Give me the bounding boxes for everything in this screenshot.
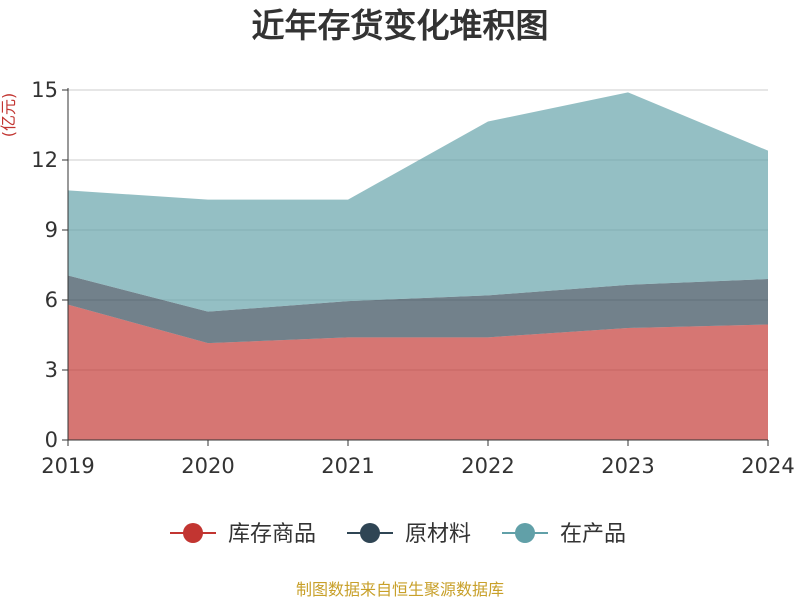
area-3 xyxy=(68,92,768,312)
x-tick-label: 2024 xyxy=(741,454,794,478)
area-1 xyxy=(68,304,768,440)
chart-title: 近年存货变化堆积图 xyxy=(252,6,549,45)
area-series xyxy=(68,92,768,440)
legend-label: 原材料 xyxy=(405,522,471,547)
x-tick-label: 2021 xyxy=(321,454,374,478)
y-tick-label: 9 xyxy=(45,218,58,242)
x-tick-label: 2019 xyxy=(41,454,94,478)
area-2 xyxy=(68,275,768,344)
legend-label: 在产品 xyxy=(560,522,626,547)
y-tick-label: 6 xyxy=(45,288,58,312)
y-tick-label: 15 xyxy=(31,78,58,102)
legend: 库存商品 原材料 在产品 xyxy=(170,522,626,547)
y-axis-unit: (亿元) xyxy=(0,93,18,138)
y-tick-label: 12 xyxy=(31,148,58,172)
legend-item-3[interactable]: 在产品 xyxy=(502,522,626,547)
legend-item-1[interactable]: 库存商品 xyxy=(170,522,316,547)
axes: 0 3 6 9 12 15 2019 2020 2021 2022 2023 2024 xyxy=(31,78,794,478)
x-tick-label: 2022 xyxy=(461,454,514,478)
footer-source: 制图数据来自恒生聚源数据库 xyxy=(296,580,504,599)
y-tick-label: 3 xyxy=(45,358,58,382)
legend-item-2[interactable]: 原材料 xyxy=(347,522,471,547)
y-tick-label: 0 xyxy=(45,428,58,452)
legend-label: 库存商品 xyxy=(228,522,316,547)
legend-marker xyxy=(360,523,380,543)
x-tick-label: 2023 xyxy=(601,454,654,478)
legend-marker xyxy=(183,523,203,543)
x-tick-label: 2020 xyxy=(181,454,234,478)
legend-marker xyxy=(515,523,535,543)
